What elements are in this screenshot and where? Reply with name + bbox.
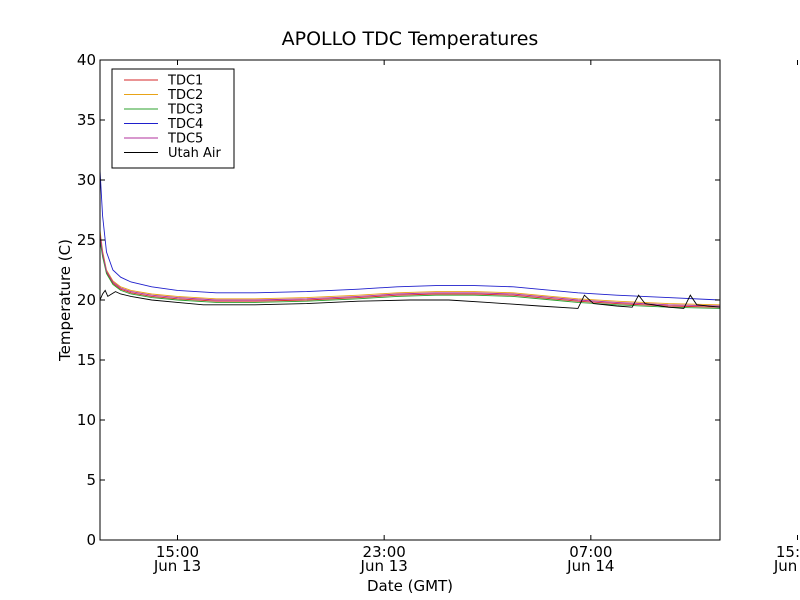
y-tick-label: 35 [77, 111, 96, 129]
x-axis-label: Date (GMT) [367, 577, 453, 595]
x-tick-time-label: 15:00 [776, 543, 800, 561]
legend-box [111, 68, 235, 169]
x-tick-time-label: 23:00 [363, 543, 406, 561]
y-tick-label: 15 [77, 351, 96, 369]
y-axis-label: Temperature (C) [56, 239, 74, 362]
y-tick-label: 40 [77, 51, 96, 69]
series-line-tdc2 [100, 230, 720, 306]
y-tick-label: 25 [77, 231, 96, 249]
x-tick-date-label: Jun 13 [360, 557, 408, 575]
x-tick-time-label: 07:00 [569, 543, 612, 561]
legend-label: TDC4 [167, 117, 203, 132]
plot-frame [99, 59, 721, 541]
x-tick-date-label: Jun 13 [153, 557, 201, 575]
legend-label: TDC3 [167, 103, 203, 118]
y-tick-label: 10 [77, 411, 96, 429]
legend-label: Utah Air [168, 146, 221, 161]
x-tick-date-label: Jun 14 [773, 557, 800, 575]
y-tick-label: 30 [77, 171, 96, 189]
series-line-tdc3 [100, 239, 720, 309]
x-tick-time-label: 15:00 [156, 543, 199, 561]
legend-label: TDC1 [167, 74, 203, 89]
legend-label: TDC2 [167, 88, 203, 103]
series-line-tdc4 [100, 170, 720, 301]
y-tick-label: 5 [86, 471, 96, 489]
legend-label: TDC5 [167, 132, 203, 147]
y-tick-label: 20 [77, 291, 96, 309]
y-tick-label: 0 [86, 531, 96, 549]
series-line-tdc5 [100, 233, 720, 307]
x-tick-date-label: Jun 14 [566, 557, 614, 575]
chart-title: APOLLO TDC Temperatures [282, 28, 539, 50]
series-layer [100, 170, 720, 309]
series-line-tdc1 [100, 236, 720, 308]
series-line-utah-air [100, 289, 720, 309]
